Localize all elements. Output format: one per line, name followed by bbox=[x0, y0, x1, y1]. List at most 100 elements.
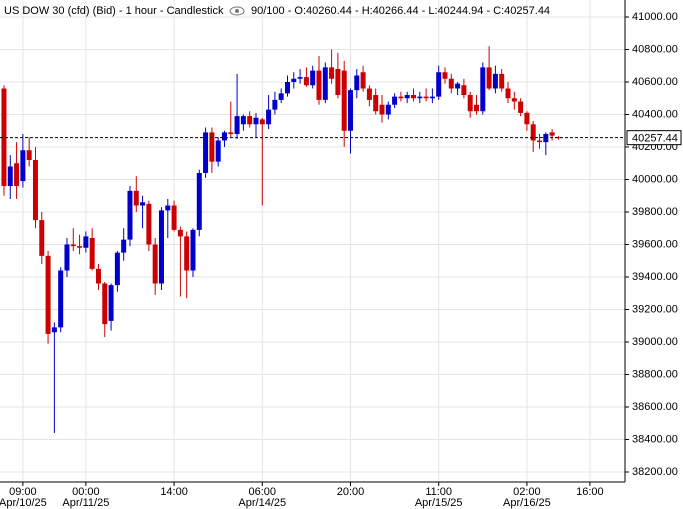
candle-body bbox=[436, 72, 442, 97]
candle-body bbox=[486, 67, 492, 89]
candle-body bbox=[448, 78, 454, 89]
candle-body bbox=[39, 220, 45, 256]
candle-body bbox=[524, 112, 530, 125]
candle-body bbox=[360, 72, 366, 89]
candle-body bbox=[209, 132, 215, 162]
candle-body bbox=[32, 160, 38, 221]
candle-body bbox=[530, 124, 536, 141]
candle-body bbox=[171, 205, 177, 230]
candle-body bbox=[127, 190, 133, 240]
candle-body bbox=[423, 96, 429, 99]
candle-body bbox=[291, 78, 297, 82]
candle-body bbox=[455, 83, 461, 89]
candle-body bbox=[58, 270, 64, 328]
y-tick-label: 38200.00 bbox=[632, 466, 678, 478]
candle-body bbox=[297, 77, 303, 79]
candle-body bbox=[385, 104, 391, 115]
candle-body bbox=[518, 101, 524, 113]
x-tick-date: Apr/14/25 bbox=[238, 497, 286, 509]
y-tick-label: 40600.00 bbox=[632, 76, 678, 88]
candle-body bbox=[77, 246, 83, 248]
y-tick-label: 40000.00 bbox=[632, 173, 678, 185]
eye-icon[interactable] bbox=[229, 6, 245, 16]
x-tick-label: 02:00 bbox=[513, 486, 541, 498]
x-tick-label: 09:00 bbox=[9, 486, 37, 498]
candle-body bbox=[253, 117, 259, 125]
candle-body bbox=[392, 96, 398, 105]
x-tick-label: 20:00 bbox=[337, 486, 365, 498]
candle-body bbox=[347, 90, 353, 131]
y-tick-label: 41000.00 bbox=[632, 11, 678, 23]
candle-body bbox=[26, 150, 32, 161]
x-tick-date: Apr/16/25 bbox=[503, 497, 551, 509]
candle-body bbox=[234, 116, 240, 134]
candle-body bbox=[89, 238, 95, 269]
y-tick-label: 38800.00 bbox=[632, 368, 678, 380]
candle-body bbox=[140, 202, 146, 206]
y-tick-label: 40400.00 bbox=[632, 108, 678, 120]
candle-body bbox=[310, 70, 316, 86]
candle-body bbox=[341, 70, 347, 131]
candle-body bbox=[549, 132, 555, 136]
candle-body bbox=[177, 229, 183, 237]
candle-body bbox=[272, 99, 278, 110]
candle-body bbox=[240, 116, 246, 125]
candle-body bbox=[492, 73, 498, 89]
candle-body bbox=[429, 96, 435, 99]
candle-body bbox=[102, 283, 108, 325]
x-tick-date: Apr/10/25 bbox=[0, 497, 47, 509]
candle-body bbox=[259, 119, 265, 125]
eye-pupil bbox=[235, 9, 239, 13]
candle-body bbox=[133, 190, 139, 206]
x-tick-label: 00:00 bbox=[72, 486, 100, 498]
candle-body bbox=[537, 140, 543, 143]
candle-body bbox=[555, 137, 561, 139]
candle-body bbox=[505, 88, 511, 99]
ohlc-info: 90/100 - O:40260.44 - H:40266.44 - L:402… bbox=[251, 5, 550, 17]
candle-body bbox=[196, 173, 202, 230]
x-tick-label: 16:00 bbox=[576, 486, 604, 498]
candle-body bbox=[404, 94, 410, 99]
candle-body bbox=[184, 236, 190, 271]
candle-body bbox=[45, 255, 51, 334]
y-tick-label: 38400.00 bbox=[632, 433, 678, 445]
candle-body bbox=[108, 285, 114, 321]
candle-body bbox=[461, 85, 467, 95]
candle-body bbox=[247, 116, 253, 125]
y-tick-label: 39600.00 bbox=[632, 238, 678, 250]
candle-body bbox=[354, 75, 360, 91]
candle-body bbox=[228, 132, 234, 134]
candle-body bbox=[1, 88, 7, 187]
candle-body bbox=[366, 88, 372, 100]
candle-body bbox=[499, 73, 505, 89]
candle-body bbox=[511, 98, 517, 102]
candle-body bbox=[95, 268, 101, 284]
candle-body bbox=[398, 96, 404, 99]
candle-body bbox=[121, 239, 127, 253]
y-tick-label: 39800.00 bbox=[632, 206, 678, 218]
eye-outline bbox=[229, 6, 245, 16]
y-tick-label: 38600.00 bbox=[632, 401, 678, 413]
y-tick-label: 39000.00 bbox=[632, 336, 678, 348]
candle-body bbox=[480, 67, 486, 112]
candle-body bbox=[14, 163, 20, 187]
candles bbox=[1, 46, 561, 434]
candle-body bbox=[190, 229, 196, 271]
candle-body bbox=[215, 140, 221, 162]
candle-body bbox=[284, 81, 290, 94]
candle-body bbox=[379, 104, 385, 115]
candle-body bbox=[410, 94, 416, 99]
x-tick-label: 11:00 bbox=[425, 486, 452, 498]
candle-body bbox=[64, 244, 70, 271]
candle-body bbox=[70, 244, 76, 247]
candle-body bbox=[473, 104, 479, 112]
x-tick-date: Apr/11/25 bbox=[62, 497, 109, 509]
candle-body bbox=[152, 244, 158, 284]
candle-body bbox=[303, 77, 309, 86]
candle-body bbox=[7, 166, 13, 187]
x-tick-label: 06:00 bbox=[249, 486, 277, 498]
candle-body bbox=[329, 67, 335, 79]
candle-body bbox=[158, 210, 164, 284]
